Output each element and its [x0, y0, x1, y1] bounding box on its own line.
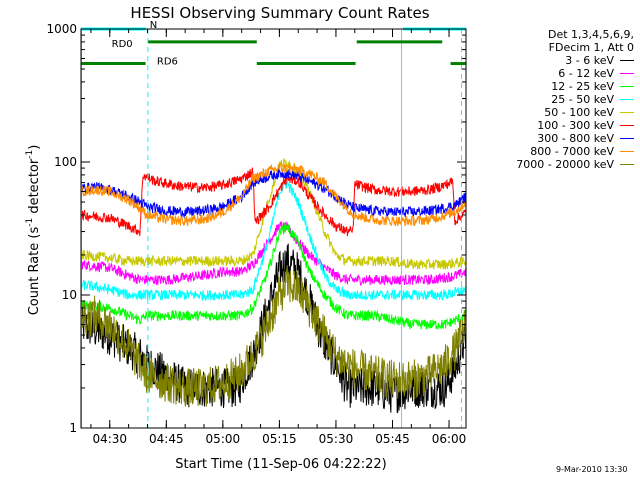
flag-label: RD6 — [157, 57, 178, 68]
legend-swatch — [620, 73, 634, 74]
legend-swatch — [620, 99, 634, 100]
legend-header-line-1: Det 1,3,4,5,6,9, — [547, 28, 634, 41]
legend-entry: 7000 - 20000 keV — [478, 158, 634, 171]
chart-title: HESSI Observing Summary Count Rates — [130, 4, 429, 22]
legend: Det 1,3,4,5,6,9, FDecim 1, Att 0 3 - 6 k… — [478, 28, 634, 171]
flag-label: N — [150, 20, 157, 31]
x-tick-label: 04:30 — [92, 432, 127, 446]
y-tick-label: 1000 — [46, 22, 77, 36]
plot-frame — [80, 28, 467, 429]
y-axis-label: Count Rate (s-1 detector-1) — [25, 145, 42, 316]
y-tick-label: 100 — [54, 155, 77, 169]
legend-swatch — [620, 151, 634, 152]
legend-swatch — [620, 112, 634, 113]
legend-swatch — [620, 86, 634, 87]
legend-entry: 3 - 6 keV — [478, 54, 634, 67]
y-tick-label: 10 — [62, 288, 77, 302]
legend-entry: 12 - 25 keV — [478, 80, 634, 93]
x-tick-label: 05:45 — [375, 432, 410, 446]
legend-label: 7000 - 20000 keV — [516, 158, 614, 171]
legend-entry: 6 - 12 keV — [478, 67, 634, 80]
y-axis-label-mid: detector — [27, 158, 42, 218]
legend-entry: 50 - 100 keV — [478, 106, 634, 119]
flag-label: RD0 — [112, 39, 133, 50]
legend-swatch — [620, 138, 634, 139]
legend-label: 6 - 12 keV — [558, 67, 614, 80]
legend-label: 50 - 100 keV — [544, 106, 614, 119]
legend-label: 300 - 800 keV — [537, 132, 614, 145]
plot-area: N RD0 RD6 04:30 04:45 05:00 05:15 05:30 05:45 06:… — [46, 20, 467, 446]
x-tick-label: 05:15 — [262, 432, 297, 446]
legend-label: 12 - 25 keV — [551, 80, 614, 93]
x-tick-label: 05:00 — [206, 432, 241, 446]
legend-label: 3 - 6 keV — [565, 54, 614, 67]
x-tick-label: 04:45 — [149, 432, 184, 446]
generated-timestamp: 9-Mar-2010 13:30 — [556, 465, 628, 474]
legend-entry: 25 - 50 keV — [478, 93, 634, 106]
y-axis-label-main: Count Rate (s — [27, 227, 42, 316]
x-tick-label: 05:30 — [319, 432, 354, 446]
y-axis-label-end: ) — [27, 145, 42, 150]
series-line — [81, 265, 466, 408]
legend-swatch — [620, 60, 634, 61]
y-axis-label-sup1: -1 — [25, 218, 35, 227]
legend-entry: 300 - 800 keV — [478, 132, 634, 145]
series-group — [81, 157, 466, 414]
x-tick-label: 06:00 — [432, 432, 467, 446]
legend-header-line-2: FDecim 1, Att 0 — [548, 41, 634, 54]
legend-entry: 100 - 300 keV — [478, 119, 634, 132]
y-tick-label: 1 — [69, 421, 77, 435]
y-axis-label-sup2: -1 — [25, 150, 35, 159]
legend-entry: 800 - 7000 keV — [478, 145, 634, 158]
legend-label: 25 - 50 keV — [551, 93, 614, 106]
legend-label: 100 - 300 keV — [537, 119, 614, 132]
legend-label: 800 - 7000 keV — [530, 145, 614, 158]
x-axis-label: Start Time (11-Sep-06 04:22:22) — [175, 457, 386, 472]
legend-swatch — [620, 164, 634, 165]
legend-swatch — [620, 125, 634, 126]
